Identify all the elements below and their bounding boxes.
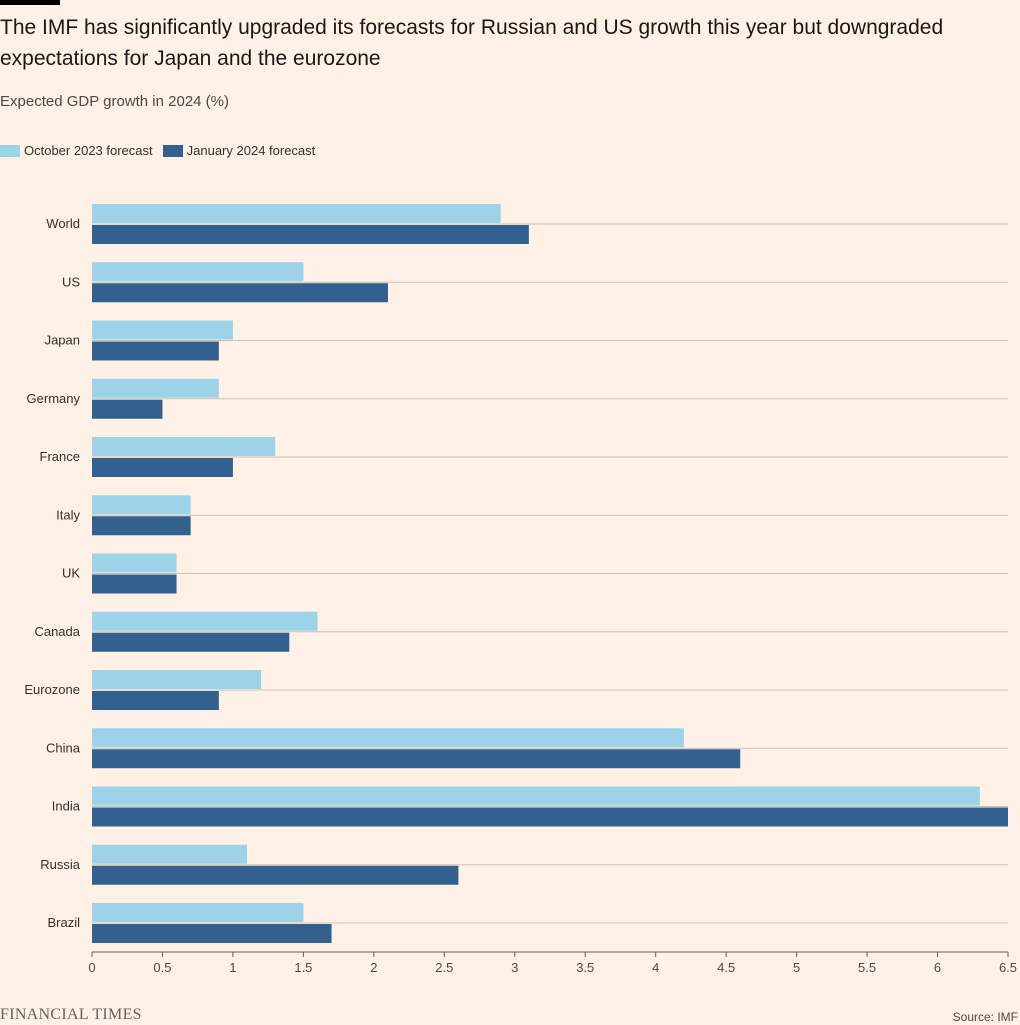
x-tick-label: 5.5	[858, 960, 876, 975]
bar-october-brazil	[92, 903, 304, 922]
bar-january-eurozone	[92, 691, 219, 710]
category-label-us: US	[62, 274, 80, 289]
category-label-japan: Japan	[45, 333, 80, 348]
bar-january-india	[92, 807, 1008, 827]
ft-brand-logo: FINANCIAL TIMES	[0, 1006, 142, 1023]
legend-swatch-october	[0, 144, 20, 157]
x-tick-label: 0.5	[153, 960, 171, 975]
bar-october-eurozone	[92, 670, 262, 689]
bar-january-italy	[92, 516, 191, 536]
category-label-france: France	[40, 449, 80, 464]
bar-october-china	[92, 728, 684, 748]
category-label-germany: Germany	[27, 391, 81, 406]
x-tick-label: 3.5	[576, 960, 594, 975]
legend-item-october: October 2023 forecast	[0, 143, 153, 158]
x-tick-label: 0	[88, 960, 95, 975]
x-tick-label: 6.5	[999, 960, 1017, 975]
bar-january-france	[92, 458, 233, 477]
bar-october-germany	[92, 378, 219, 398]
bar-january-brazil	[92, 924, 332, 943]
category-label-india: India	[52, 799, 81, 814]
bar-october-japan	[92, 320, 233, 340]
x-tick-label: 2	[370, 960, 377, 975]
bar-october-india	[92, 786, 980, 806]
chart-subtitle: Expected GDP growth in 2024 (%)	[0, 93, 230, 110]
legend: October 2023 forecast January 2024 forec…	[0, 143, 325, 158]
x-tick-label: 5	[793, 960, 800, 975]
bar-january-china	[92, 749, 741, 769]
bar-october-us	[92, 262, 304, 282]
category-label-world: World	[46, 216, 80, 231]
bar-october-italy	[92, 495, 191, 515]
legend-swatch-january	[162, 144, 183, 157]
x-tick-label: 4	[652, 960, 659, 975]
x-tick-label: 4.5	[717, 960, 735, 975]
header-accent-bar	[0, 0, 60, 5]
legend-item-january: January 2024 forecast	[162, 143, 316, 158]
bar-january-germany	[92, 399, 163, 419]
legend-label-october: October 2023 forecast	[24, 143, 153, 158]
source-note: Source: IMF	[952, 1010, 1018, 1024]
category-label-russia: Russia	[40, 857, 81, 872]
bar-january-us	[92, 283, 388, 303]
category-label-uk: UK	[62, 566, 80, 581]
x-tick-label: 3	[511, 960, 518, 975]
chart-title: The IMF has significantly upgraded its f…	[0, 16, 944, 70]
bar-october-world	[92, 204, 501, 223]
bar-january-russia	[92, 865, 459, 885]
bar-october-canada	[92, 611, 318, 631]
category-label-italy: Italy	[56, 507, 80, 522]
x-tick-label: 1	[229, 960, 236, 975]
category-label-china: China	[46, 740, 81, 755]
legend-label-january: January 2024 forecast	[186, 143, 316, 158]
bar-january-japan	[92, 341, 219, 361]
bar-january-canada	[92, 632, 290, 652]
bar-october-russia	[92, 844, 248, 864]
bar-october-uk	[92, 553, 177, 573]
bar-october-france	[92, 437, 276, 456]
x-tick-label: 2.5	[435, 960, 453, 975]
category-label-eurozone: Eurozone	[24, 682, 80, 697]
bar-chart: World US Japan Germany France Italy UK Canada Eu…	[24, 204, 1017, 975]
category-label-canada: Canada	[34, 624, 80, 639]
category-label-brazil: Brazil	[47, 915, 80, 930]
x-tick-label: 1.5	[294, 960, 312, 975]
bar-january-world	[92, 225, 529, 244]
x-tick-label: 6	[934, 960, 941, 975]
bar-january-uk	[92, 574, 177, 594]
